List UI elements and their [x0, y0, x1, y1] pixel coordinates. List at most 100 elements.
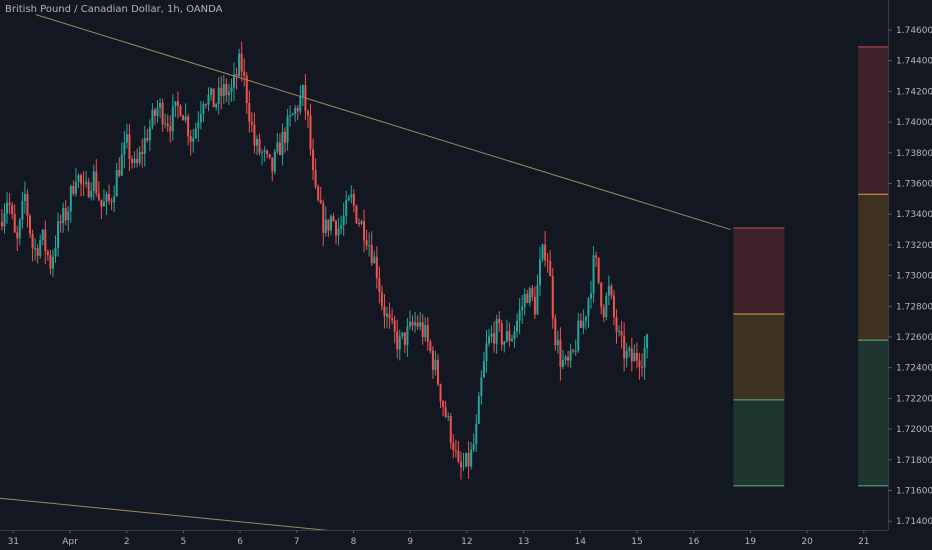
candle-body [138, 152, 141, 163]
time-tick-label: 14 [575, 537, 587, 547]
price-axis: 1.74600 1.74400 1.74200 1.74000 1.73800 1.736… [888, 0, 932, 550]
candle-body [600, 282, 603, 308]
candle-body [516, 320, 519, 332]
candle-body [227, 91, 230, 96]
candle-body [189, 136, 192, 142]
candle-body [597, 257, 600, 283]
candle-body [49, 255, 52, 269]
candle-body [365, 240, 368, 246]
price-axis-background [888, 0, 932, 550]
candle-body [18, 219, 21, 239]
candle-body [467, 453, 470, 467]
candle-body [357, 222, 360, 225]
candle-body [587, 298, 590, 317]
price-tick-label: 1.71800 [896, 456, 932, 466]
candle-body [370, 245, 373, 264]
price-tick-label: 1.73800 [896, 149, 932, 159]
candle-body [567, 356, 570, 361]
candle-body [539, 259, 542, 286]
candle-body [577, 320, 580, 352]
price-tick-label: 1.71600 [896, 487, 932, 497]
candle-body [233, 74, 236, 88]
candle-body [340, 225, 343, 229]
time-tick-label: 16 [688, 537, 700, 547]
candle-body [184, 116, 187, 121]
candle-body [125, 134, 128, 143]
candle-body [253, 124, 256, 146]
candle-body [462, 466, 465, 468]
candle-body [380, 292, 383, 307]
candle-body [646, 334, 649, 349]
candle-body [605, 295, 608, 318]
time-tick-label: 9 [407, 537, 413, 547]
time-tick-label: 20 [801, 537, 813, 547]
candle-body [212, 88, 215, 108]
candle-body [192, 138, 195, 142]
candle-body [396, 331, 399, 350]
candle-body [442, 401, 445, 408]
candle-body [317, 186, 320, 201]
candle-body [74, 181, 77, 194]
candle-body [590, 293, 593, 299]
candle-body [128, 134, 131, 159]
candle-body [118, 169, 121, 176]
candle-body [493, 333, 496, 344]
candle-body [523, 293, 526, 307]
price-tick-label: 1.72200 [896, 394, 932, 404]
candle-body [113, 196, 116, 203]
candle-body [495, 319, 498, 344]
candle-body [472, 443, 475, 450]
candle-body [347, 197, 350, 201]
candle-body [210, 88, 213, 95]
candle-body [638, 360, 641, 367]
candle-body [80, 175, 83, 184]
candle-body [62, 208, 65, 224]
price-tick-label: 1.72800 [896, 302, 932, 312]
candle-body [115, 169, 118, 197]
candle-body [102, 201, 105, 207]
candle-body [554, 318, 557, 346]
candle-body [243, 71, 246, 76]
candle-body [281, 131, 284, 156]
candle-body [0, 221, 3, 227]
candle-body [133, 158, 136, 164]
candle-body [625, 350, 628, 359]
candle-body [100, 199, 103, 207]
candle-body [615, 317, 618, 332]
candle-body [498, 319, 501, 324]
candle-body [482, 361, 485, 378]
candle-body [136, 158, 139, 163]
candle-body [204, 104, 207, 106]
price-tick-label: 1.73600 [896, 180, 932, 190]
candle-body [194, 128, 197, 139]
candle-body [255, 138, 258, 146]
trendlines [0, 14, 731, 534]
candle-body [54, 247, 57, 257]
candle-body [518, 310, 521, 321]
price-tick-label: 1.71400 [896, 517, 932, 527]
candle-body [375, 256, 378, 279]
candle-body [582, 320, 585, 328]
candle-body [584, 316, 587, 321]
candle-body [403, 332, 406, 345]
candle-body [643, 348, 646, 368]
candle-body [641, 366, 644, 368]
candle-body [503, 341, 506, 345]
trendline [35, 14, 731, 231]
target-zone-1 [858, 194, 893, 341]
price-tick-label: 1.72400 [896, 364, 932, 374]
candle-body [444, 407, 447, 417]
time-tick-label: Apr [62, 537, 78, 547]
candle-body [480, 377, 483, 397]
candle-body [291, 113, 294, 116]
candle-body [426, 325, 429, 342]
candle-body [531, 288, 534, 298]
price-tick-label: 1.72000 [896, 425, 932, 435]
candle-body [536, 285, 539, 315]
candle-body [360, 221, 363, 225]
candle-body [431, 350, 434, 371]
candle-body [505, 331, 508, 342]
candle-body [304, 85, 307, 112]
candle-body [485, 343, 488, 362]
